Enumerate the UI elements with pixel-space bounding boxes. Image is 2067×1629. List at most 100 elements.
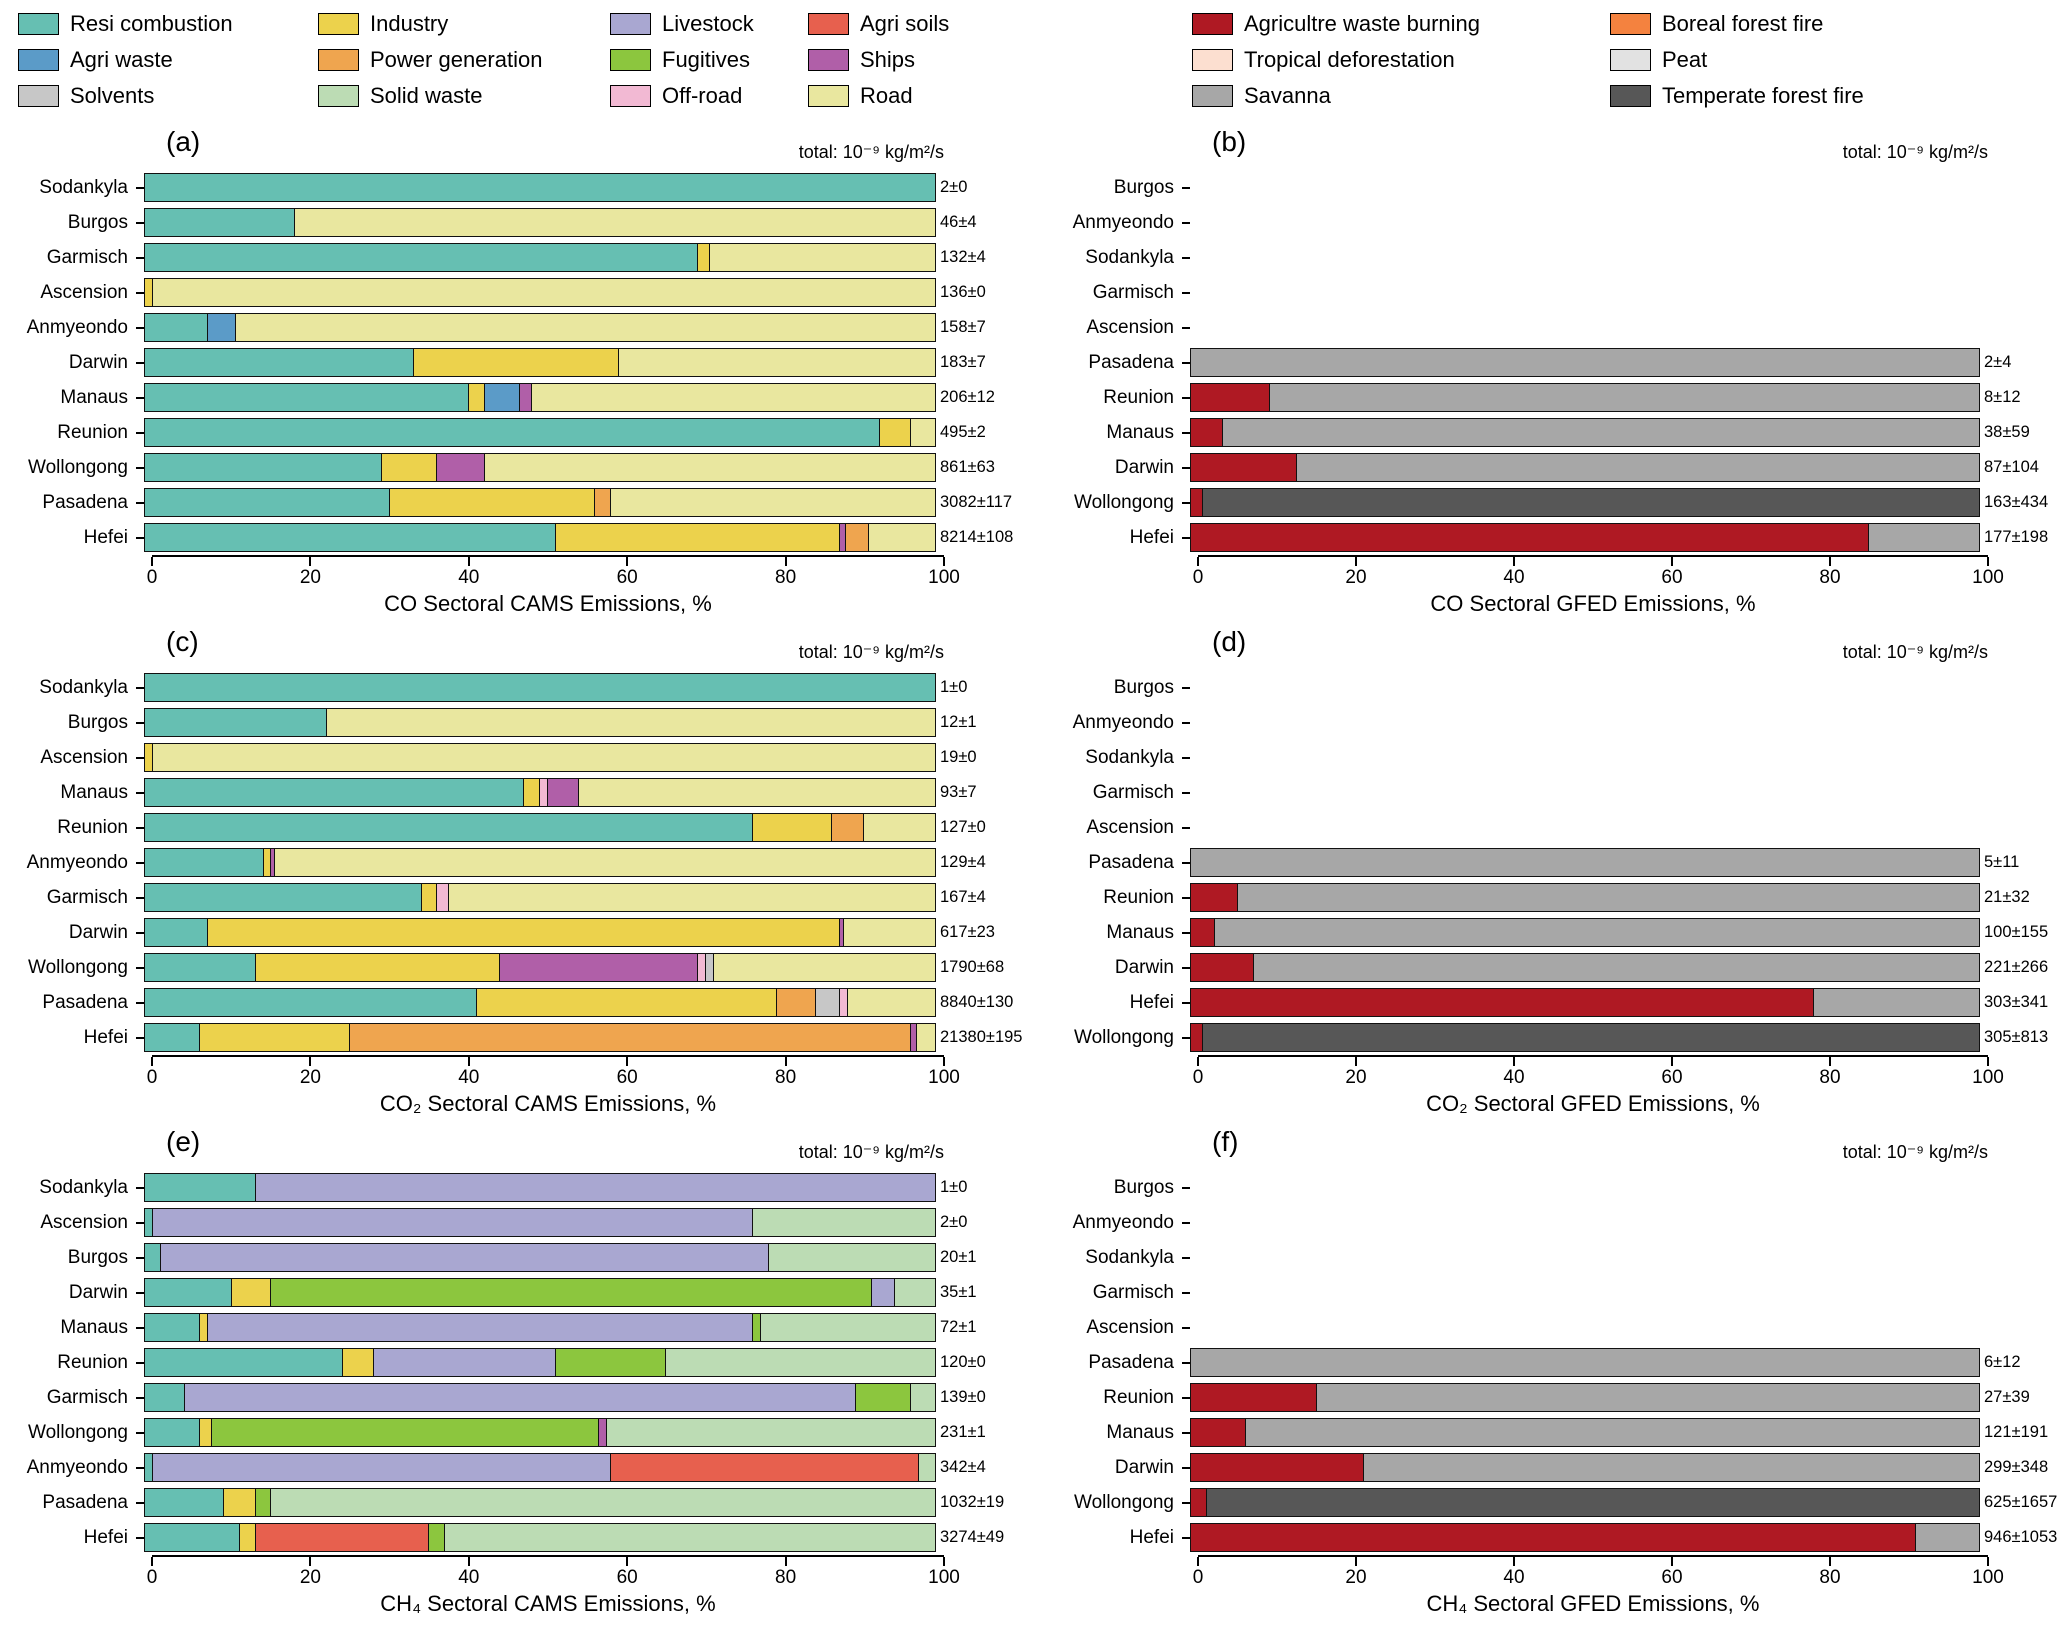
station-label: Sodankyla (1085, 746, 1174, 768)
bar-segment-industry (389, 489, 596, 516)
stacked-bar (1190, 1173, 1980, 1202)
legend-label: Power generation (370, 47, 543, 72)
bar-row-garmisch: Garmisch 139±0 (0, 1380, 1033, 1415)
y-tick-mark (1182, 1361, 1190, 1364)
y-tick-mark (1182, 1036, 1190, 1039)
bar-segment-savanna (1813, 989, 1979, 1016)
x-tick-mark (626, 1057, 629, 1066)
bar-row-darwin: Darwin 35±1 (0, 1275, 1033, 1310)
bar-total: 2±0 (940, 1213, 968, 1231)
bar-segment-road (611, 489, 935, 516)
bar-total: 946±1053 (1984, 1528, 2058, 1546)
bar-segment-industry (239, 1524, 256, 1551)
legend-item-off-road: Off-road (610, 83, 808, 109)
stacked-bar (1190, 1523, 1980, 1552)
legends: Resi combustion Agri waste Solvents Industr… (0, 6, 2067, 118)
station-label: Anmyeondo (1072, 211, 1174, 233)
panel-head: (b) total: 10⁻⁹ kg/m²/s (1033, 124, 2066, 170)
bar-total: 177±198 (1984, 528, 2049, 546)
bar-segment-savanna (1364, 1454, 1979, 1481)
station-label: Ascension (1086, 1316, 1174, 1338)
bar-segment-agri-waste-burning (1191, 954, 1255, 981)
bar-segment-temperate-forest-fire (1206, 1489, 1979, 1516)
bar-total: 617±23 (940, 923, 995, 941)
road-swatch-icon (808, 85, 849, 107)
panel-b: (b) total: 10⁻⁹ kg/m²/s Burgos Anmyeondo Sod… (1033, 124, 2066, 624)
station-label: Wollongong (27, 456, 128, 478)
bar-segment-savanna (1317, 1384, 1979, 1411)
station-label: Wollongong (1073, 1026, 1174, 1048)
stacked-bar (1190, 488, 1980, 517)
bar-total: 35±1 (940, 1283, 977, 1301)
x-tick-mark (943, 557, 945, 566)
stacked-bar (1190, 743, 1980, 772)
bar-segment-resi-combustion (145, 314, 209, 341)
bar-rows: Burgos Anmyeondo Sodankyla Garmisch Ascensio… (1033, 1170, 2066, 1555)
bar-segment-solid-waste (919, 1454, 935, 1481)
bar-row-pasadena: Pasadena 3082±117 (0, 485, 1033, 520)
bar-row-darwin: Darwin 221±266 (1033, 950, 2066, 985)
peat-swatch-icon (1610, 49, 1651, 71)
y-tick-mark (1182, 1186, 1190, 1189)
stacked-bar (144, 1383, 936, 1412)
bar-segment-industry (200, 1024, 351, 1051)
panel-a: (a) total: 10⁻⁹ kg/m²/s Sodankyla 2±0 Burgos… (0, 124, 1033, 624)
y-tick-mark (136, 536, 144, 539)
y-tick-mark (136, 1036, 144, 1039)
x-tick-label: 80 (775, 567, 797, 588)
bar-segment-industry (413, 349, 619, 376)
x-tick-label: 60 (1661, 1567, 1683, 1588)
bar-segment-livestock (255, 1174, 935, 1201)
y-tick-mark (136, 1361, 144, 1364)
station-label: Wollongong (1073, 1491, 1174, 1513)
bar-segment-solid-waste (607, 1419, 935, 1446)
stacked-bar (144, 418, 936, 447)
bar-row-pasadena: Pasadena 2±4 (1033, 345, 2066, 380)
bar-total: 20±1 (940, 1248, 977, 1266)
station-label: Hefei (83, 1526, 128, 1548)
panel-head: (c) total: 10⁻⁹ kg/m²/s (0, 624, 1033, 670)
bar-total: 93±7 (940, 783, 977, 801)
station-label: Pasadena (1088, 851, 1174, 873)
y-tick-mark (1182, 431, 1190, 434)
x-tick-mark (151, 1057, 153, 1066)
bar-row-manaus: Manaus 121±191 (1033, 1415, 2066, 1450)
y-tick-mark (136, 756, 144, 759)
bar-segment-ships (911, 1024, 917, 1051)
stacked-bar (1190, 208, 1980, 237)
station-label: Ascension (40, 1211, 128, 1233)
bar-segment-solid-waste (769, 1244, 935, 1271)
bar-row-sodankyla: Sodankyla (1033, 240, 2066, 275)
legend-label: Industry (370, 11, 449, 36)
legend-item-resi-combustion: Resi combustion (18, 11, 318, 37)
x-tick-label: 20 (299, 1567, 321, 1588)
bar-segment-industry (255, 954, 501, 981)
stacked-bar (1190, 1313, 1980, 1342)
bar-segment-road (326, 709, 935, 736)
bar-segment-solvents (705, 954, 714, 981)
station-label: Garmisch (1092, 781, 1174, 803)
station-label: Garmisch (1092, 281, 1174, 303)
bar-segment-ships (437, 454, 485, 481)
station-label: Ascension (40, 281, 128, 303)
panel-letter: (f) (1212, 1126, 1239, 1157)
stacked-bar (144, 1173, 936, 1202)
bar-segment-livestock (152, 1209, 754, 1236)
bar-total: 19±0 (940, 748, 977, 766)
tropical-deforestation-swatch-icon (1192, 49, 1233, 71)
bar-segment-savanna (1868, 524, 1979, 551)
stacked-bar (1190, 383, 1980, 412)
bar-row-manaus: Manaus 93±7 (0, 775, 1033, 810)
bar-total: 100±155 (1984, 923, 2049, 941)
panel-head: (e) total: 10⁻⁹ kg/m²/s (0, 1124, 1033, 1170)
x-tick-mark (1671, 557, 1673, 566)
bar-segment-road (152, 744, 935, 771)
panel-c: (c) total: 10⁻⁹ kg/m²/s Sodankyla 1±0 Burgos… (0, 624, 1033, 1124)
legend-label: Savanna (1244, 83, 1331, 108)
bar-total: 206±12 (940, 388, 995, 406)
y-tick-mark (1182, 1256, 1190, 1259)
bar-segment-savanna (1191, 349, 1979, 376)
bar-segment-fugitives (429, 1524, 446, 1551)
bar-segment-resi-combustion (145, 989, 477, 1016)
bar-rows: Burgos Anmyeondo Sodankyla Garmisch Ascensio… (1033, 670, 2066, 1055)
